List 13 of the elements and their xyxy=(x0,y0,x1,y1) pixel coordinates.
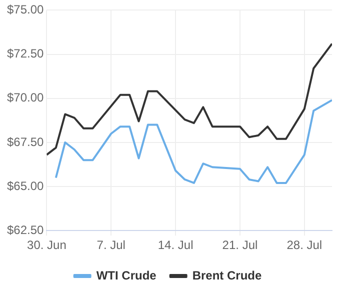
y-tick-label: $72.50 xyxy=(7,46,44,61)
y-tick-label: $65.00 xyxy=(7,178,44,193)
x-tick-label: 7. Jul xyxy=(96,238,126,252)
x-tick-label: 30. Jun xyxy=(27,238,66,252)
x-tick-label: 21. Jul xyxy=(222,238,258,252)
x-tick-label: 28. Jul xyxy=(286,238,322,252)
x-tick-label: 14. Jul xyxy=(158,238,194,252)
y-tick-label: $67.50 xyxy=(7,134,44,149)
y-tick-label: $70.00 xyxy=(7,90,44,105)
y-tick-label: $62.50 xyxy=(7,222,44,237)
legend-label: Brent Crude xyxy=(192,268,262,282)
legend-label: WTI Crude xyxy=(96,268,157,282)
y-tick-label: $75.00 xyxy=(7,2,44,17)
